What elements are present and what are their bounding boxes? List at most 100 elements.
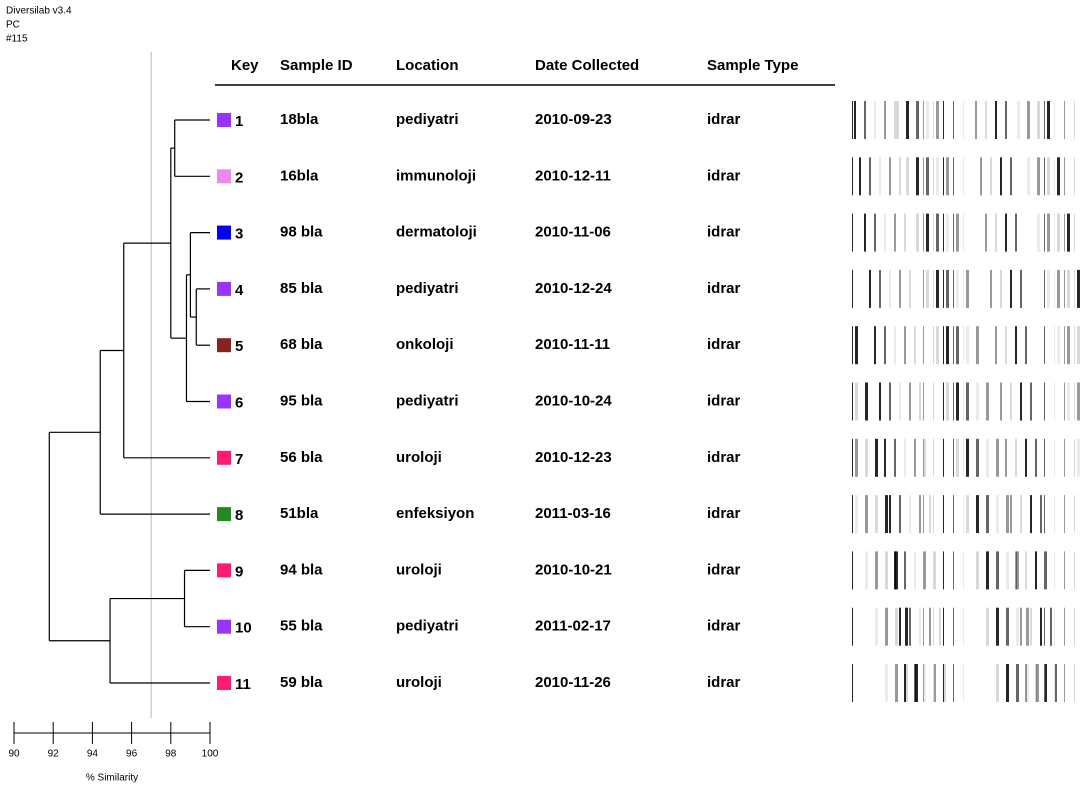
band [1064,326,1065,364]
band [929,495,931,533]
scale-tick-label: 98 [165,749,177,760]
band [865,495,868,533]
band [1005,101,1007,139]
band [1074,383,1075,421]
band [1047,157,1050,195]
band [899,608,901,646]
key: 10 [235,620,252,637]
band [1064,439,1065,477]
key: 5 [235,338,243,355]
band [934,551,936,589]
band [1044,664,1045,702]
band [1015,326,1017,364]
band [1035,439,1037,477]
band [904,551,906,589]
band [906,101,909,139]
band [996,495,999,533]
sample-id: 59 bla [280,674,323,691]
band [1000,157,1002,195]
sample-id: 55 bla [280,618,323,635]
band [963,101,964,139]
band [1057,270,1060,308]
band [885,608,888,646]
location: dermatoloji [396,224,477,241]
sample-type: idrar [707,111,741,128]
band [884,439,886,477]
band [1010,383,1012,421]
sample-type: idrar [707,561,741,578]
fingerprint [852,439,1080,477]
key: 4 [235,282,244,299]
band [1054,326,1055,364]
band [906,157,909,195]
band [894,326,896,364]
band [1077,270,1080,308]
band [956,214,959,252]
band [923,157,924,195]
band [966,383,969,421]
location: immunoloji [396,167,476,184]
band [864,214,866,252]
band [956,326,959,364]
band [976,551,979,589]
band [852,608,853,646]
band [894,101,896,139]
band [1006,608,1009,646]
band [875,439,878,477]
band [914,439,916,477]
band [919,383,921,421]
sample-type: idrar [707,336,741,353]
band [1074,326,1075,364]
band [995,101,997,139]
col-location: Location [396,57,459,74]
band [894,214,896,252]
band [1000,270,1002,308]
band [1064,157,1065,195]
date: 2010-10-21 [535,561,612,578]
band [986,383,989,421]
band [1054,157,1055,195]
band [995,326,997,364]
band [884,214,886,252]
band [976,439,979,477]
band [926,270,929,308]
band [923,664,924,702]
band [852,495,853,533]
sample-type: idrar [707,505,741,522]
band [1016,664,1019,702]
band [894,439,896,477]
band [933,101,934,139]
key-swatch [217,169,231,183]
band [990,157,992,195]
date: 2010-11-06 [535,224,611,241]
band [1074,270,1075,308]
band [946,157,949,195]
band [1054,495,1055,533]
band [956,270,959,308]
fingerprint [852,214,1075,252]
band [1057,214,1060,252]
key: 6 [235,394,243,411]
band [933,270,934,308]
date: 2010-11-26 [535,674,611,691]
band [1074,214,1075,252]
date: 2011-03-16 [535,505,611,522]
band [1057,326,1060,364]
band [1006,551,1009,589]
band [1010,495,1012,533]
band [1055,664,1057,702]
band [889,495,891,533]
date: 2010-09-23 [535,111,612,128]
band [855,495,858,533]
band [1005,214,1007,252]
band [865,551,868,589]
key-swatch [217,620,231,634]
band [986,439,989,477]
run: #115 [6,34,28,45]
band [1005,439,1007,477]
band [933,383,934,421]
band [1040,495,1042,533]
band [1025,664,1027,702]
band [976,383,979,421]
band [1077,326,1080,364]
